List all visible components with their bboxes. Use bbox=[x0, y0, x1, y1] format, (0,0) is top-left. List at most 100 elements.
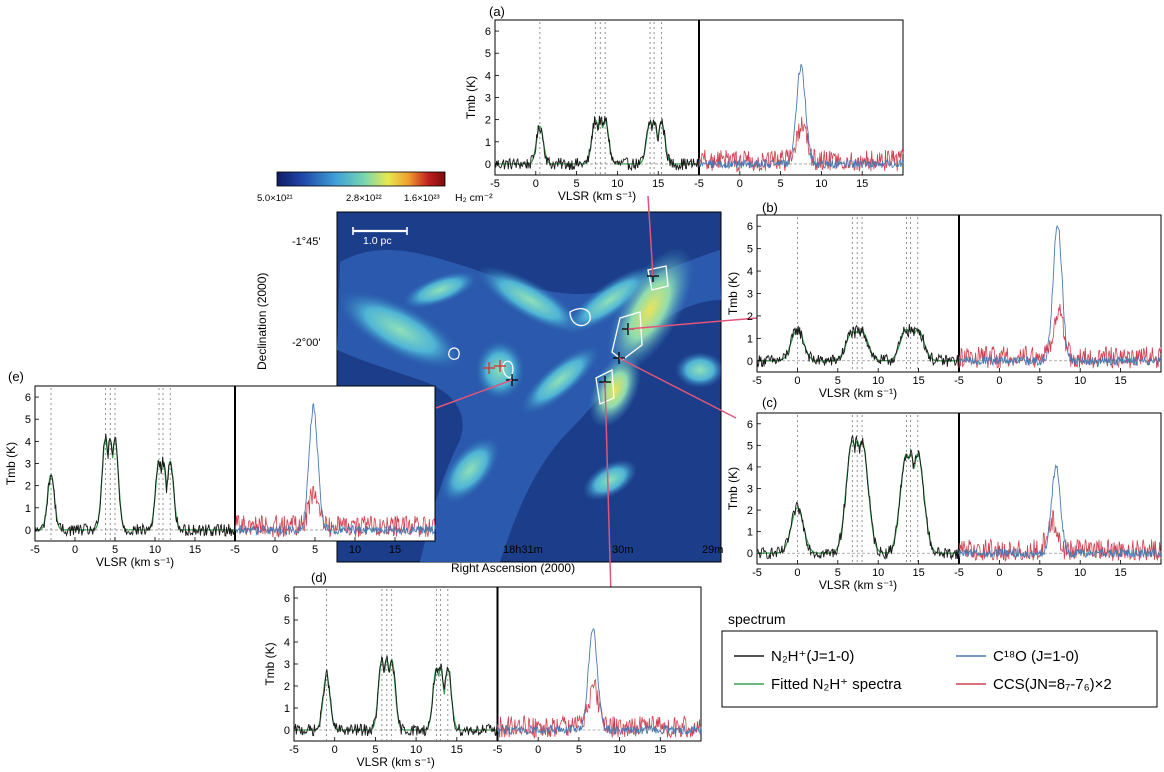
series-line-c18o bbox=[698, 63, 904, 170]
legend-label-fit: Fitted N₂H⁺ spectra bbox=[771, 676, 902, 693]
x-tick-label: 15 bbox=[912, 567, 924, 579]
x-tick-label: 10 bbox=[1074, 567, 1086, 579]
x-tick-label: 5 bbox=[112, 544, 118, 556]
leader-lines bbox=[435, 195, 758, 597]
spectrum-frame-n2h bbox=[293, 586, 498, 742]
series-line-ccs bbox=[698, 116, 904, 173]
x-tick-label: -5 bbox=[954, 375, 964, 387]
leader-line-b bbox=[627, 317, 758, 330]
x-tick-label: 0 bbox=[794, 375, 800, 387]
x-axis-label: VLSR (km s⁻¹) bbox=[819, 578, 897, 592]
y-tick-label: 5 bbox=[747, 244, 753, 256]
y-tick-label: 6 bbox=[284, 593, 290, 605]
x-axis-label: VLSR (km s⁻¹) bbox=[96, 555, 174, 569]
x-tick-label: 5 bbox=[576, 744, 582, 756]
spectrum-panel: 0 1 2 3 4 5 6 -5 0 5 10 15 -5 0 5 10 15 VLSR (km s⁻¹) Tmb … bbox=[726, 395, 1162, 592]
y-tick-label: 2 bbox=[747, 505, 753, 517]
y-tick-label: 1 bbox=[747, 333, 753, 345]
spectrum-frame-c18o-ccs bbox=[698, 19, 904, 176]
spectrum-panel: 0 1 2 3 4 5 6 -5 0 5 10 15 -5 0 5 10 15 VLSR (km s⁻¹) Tmb … bbox=[263, 570, 702, 769]
spectrum-panel: 0 1 2 3 4 5 6 -5 0 5 10 15 -5 0 5 10 15 VLSR (km s⁻¹) Tmb … bbox=[726, 200, 1162, 400]
y-tick-label: 5 bbox=[485, 48, 491, 60]
x-tick-label: 5 bbox=[312, 544, 318, 556]
y-tick-label: 3 bbox=[25, 459, 31, 471]
x-tick-label: 15 bbox=[1114, 567, 1126, 579]
y-tick-label: 3 bbox=[747, 289, 753, 301]
y-tick-label: 0 bbox=[284, 725, 290, 737]
panel-label: (e) bbox=[8, 369, 24, 384]
colorbar: 5.0×10²¹ 2.8×10²² 1.6×10²³ H₂ cm⁻² bbox=[257, 171, 493, 204]
panel-label: (b) bbox=[762, 200, 778, 215]
series-line-c18o bbox=[958, 463, 1162, 559]
x-axis-label: VLSR (km s⁻¹) bbox=[558, 189, 636, 203]
spectrum-frame-c18o-ccs bbox=[497, 586, 702, 742]
spectrum-frame-n2h bbox=[34, 385, 236, 542]
x-tick-label: 0 bbox=[737, 178, 743, 190]
y-tick-label: 6 bbox=[747, 419, 753, 431]
x-axis-label: VLSR (km s⁻¹) bbox=[357, 755, 435, 769]
y-tick-label: 5 bbox=[747, 440, 753, 452]
map-xtick-label: 18h31m bbox=[503, 544, 543, 556]
x-tick-label: 10 bbox=[611, 178, 623, 190]
colorbar-unit: H₂ cm⁻² bbox=[455, 192, 493, 204]
x-tick-label: -5 bbox=[490, 178, 500, 190]
map-markers-red bbox=[483, 360, 506, 374]
y-tick-label: 6 bbox=[25, 392, 31, 404]
series-line-c18o bbox=[497, 628, 702, 736]
y-axis-label: Tmb (K) bbox=[726, 272, 740, 315]
column-density-map: 1.0 pc Declination (2000) -1°45' -2°00' … bbox=[255, 211, 723, 575]
y-tick-label: 4 bbox=[747, 462, 753, 474]
colorbar-tick-label-min: 5.0×10²¹ bbox=[257, 193, 293, 204]
x-tick-label: -5 bbox=[493, 744, 503, 756]
panel-label: (c) bbox=[762, 395, 777, 410]
y-tick-label: 0 bbox=[485, 159, 491, 171]
panel-label: (a) bbox=[489, 4, 505, 19]
x-tick-label: -5 bbox=[954, 567, 964, 579]
leader-line-a bbox=[647, 195, 654, 277]
colorbar-tick-label-max: 1.6×10²³ bbox=[404, 193, 440, 204]
legend-title: spectrum bbox=[728, 611, 786, 627]
x-tick-label: 0 bbox=[272, 544, 278, 556]
y-tick-label: 2 bbox=[284, 681, 290, 693]
x-tick-label: 15 bbox=[189, 544, 201, 556]
colorbar-tick-label-mid: 2.8×10²² bbox=[346, 193, 382, 204]
leader-line-d bbox=[604, 381, 612, 597]
y-tick-label: 0 bbox=[747, 356, 753, 368]
leader-line-e bbox=[435, 379, 513, 409]
y-tick-label: 1 bbox=[25, 503, 31, 515]
legend-label-n2h: N₂H⁺(J=1-0) bbox=[771, 648, 854, 665]
y-tick-label: 5 bbox=[25, 414, 31, 426]
x-tick-label: 5 bbox=[1037, 375, 1043, 387]
x-tick-label: 5 bbox=[1037, 567, 1043, 579]
colorbar-gradient bbox=[276, 171, 446, 187]
x-tick-label: 10 bbox=[349, 544, 361, 556]
scalebar-label: 1.0 pc bbox=[363, 235, 392, 247]
x-tick-label: 15 bbox=[856, 178, 868, 190]
x-tick-label: -5 bbox=[30, 544, 40, 556]
y-tick-label: 6 bbox=[747, 221, 753, 233]
x-tick-label: 15 bbox=[1114, 375, 1126, 387]
x-tick-label: 0 bbox=[996, 375, 1002, 387]
x-tick-label: 10 bbox=[149, 544, 161, 556]
spectrum-frame-n2h bbox=[756, 214, 960, 373]
map-ytick-label: -2°00' bbox=[292, 337, 321, 349]
x-tick-label: 0 bbox=[794, 567, 800, 579]
x-tick-label: 0 bbox=[996, 567, 1002, 579]
y-tick-label: 2 bbox=[747, 311, 753, 323]
y-tick-label: 0 bbox=[747, 548, 753, 560]
y-tick-label: 3 bbox=[485, 93, 491, 105]
y-tick-label: 3 bbox=[747, 484, 753, 496]
legend-label-ccs: CCS(JN=8₇-7₆)×2 bbox=[993, 676, 1112, 693]
x-tick-label: 0 bbox=[72, 544, 78, 556]
series-line-n2h bbox=[756, 435, 960, 561]
x-tick-label: 10 bbox=[1074, 375, 1086, 387]
x-tick-label: 10 bbox=[613, 744, 625, 756]
y-tick-label: 5 bbox=[284, 615, 290, 627]
x-tick-label: 0 bbox=[332, 744, 338, 756]
y-tick-label: 4 bbox=[284, 637, 290, 649]
legend: spectrum N₂H⁺(J=1-0) C¹⁸O (J=1-0) Fitted… bbox=[721, 611, 1158, 708]
x-axis-label: VLSR (km s⁻¹) bbox=[819, 386, 897, 400]
y-axis-label: Tmb (K) bbox=[726, 467, 740, 510]
x-tick-label: 0 bbox=[533, 178, 539, 190]
